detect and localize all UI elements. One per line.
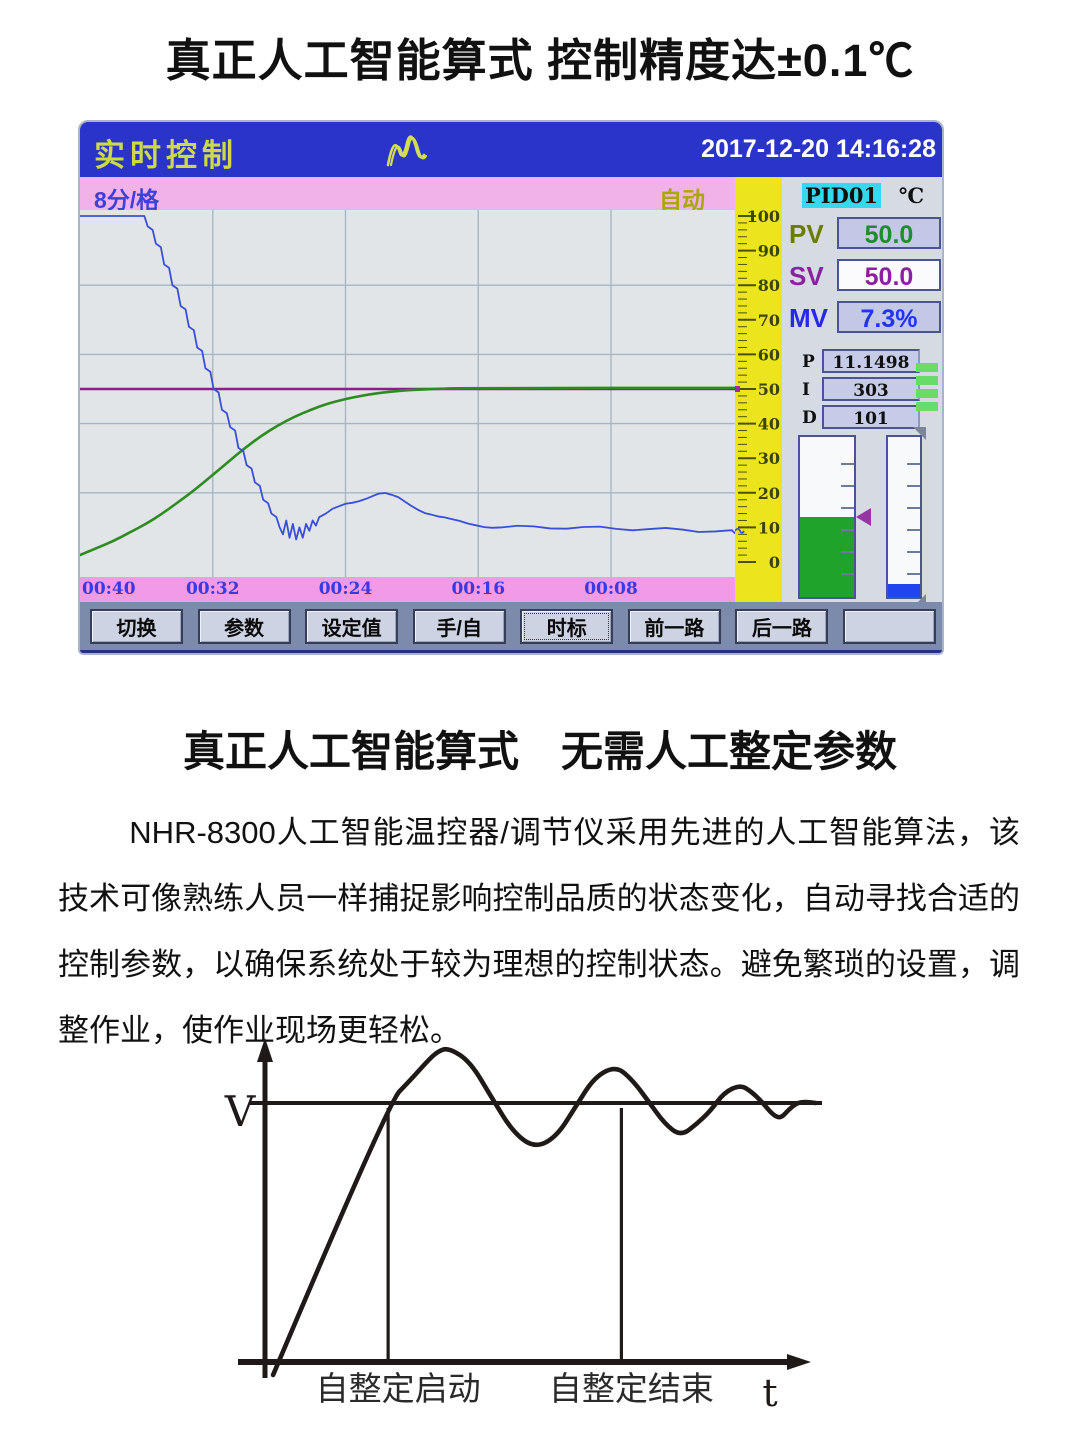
time-axis: 00:40 00:32 00:24 00:16 00:08 bbox=[80, 577, 735, 602]
trend-chart bbox=[80, 210, 735, 577]
svg-text:70: 70 bbox=[758, 311, 780, 330]
bargraph-ticks bbox=[907, 443, 920, 591]
description-paragraph: NHR-8300人工智能温控器/调节仪采用先进的人工智能算法，该技术可像熟练人员… bbox=[58, 815, 1020, 1049]
mv-row: MV 7.3% bbox=[782, 301, 942, 335]
page-title: 真正人工智能算式 控制精度达±0.1℃ bbox=[165, 35, 915, 86]
autotune-annotation-label: 自整定结束 bbox=[549, 1370, 714, 1407]
softkey-设定值[interactable]: 设定值 bbox=[305, 608, 399, 644]
i-label: I bbox=[802, 380, 810, 400]
svg-text:60: 60 bbox=[758, 345, 780, 364]
output-bar-segment bbox=[916, 363, 938, 372]
mode-label: 自动 bbox=[659, 187, 705, 213]
sv-pointer-icon bbox=[856, 508, 871, 526]
sv-label: SV bbox=[789, 261, 824, 291]
autotune-diagram: 自整定启动 自整定结束 Vt bbox=[224, 1038, 822, 1415]
softkey-切换[interactable]: 切换 bbox=[90, 608, 183, 644]
time-tick-label: 00:32 bbox=[185, 579, 240, 599]
screen-title: 实时控制 bbox=[94, 138, 238, 173]
bargraph-ticks bbox=[841, 443, 854, 591]
time-tick-label: 00:08 bbox=[584, 579, 638, 599]
d-value: 101 bbox=[822, 405, 920, 429]
pv-label: PV bbox=[789, 219, 824, 249]
softkey-后一路[interactable]: 后一路 bbox=[735, 608, 829, 644]
softkey-参数[interactable]: 参数 bbox=[197, 608, 291, 644]
mv-value: 7.3% bbox=[837, 301, 941, 333]
autotune-annotation-label: 自整定启动 bbox=[316, 1370, 481, 1407]
x-axis-label: t bbox=[762, 1371, 777, 1415]
output-bar-segment bbox=[916, 376, 938, 385]
mv-bargraph bbox=[886, 427, 926, 607]
softkey-blank[interactable] bbox=[842, 608, 936, 644]
brand-wave-logo-icon bbox=[386, 135, 428, 167]
pv-bargraph bbox=[798, 435, 871, 599]
p-value: 11.1498 bbox=[822, 349, 920, 373]
time-tick-label: 00:40 bbox=[82, 579, 136, 599]
channel-row: PID01 ℃ bbox=[782, 183, 942, 209]
pv-row: PV 50.0 bbox=[782, 217, 942, 251]
p-param-row: P 11.1498 bbox=[802, 349, 926, 375]
trend-info-bar: 8分/格 自动 bbox=[80, 177, 735, 213]
section-title: 真正人工智能算式 无需人工整定参数 bbox=[182, 728, 897, 775]
svg-text:10: 10 bbox=[758, 518, 780, 537]
output-level-bars bbox=[916, 363, 940, 415]
softkey-前一路[interactable]: 前一路 bbox=[627, 608, 721, 644]
datetime: 2017-12-20 14:16:28 bbox=[701, 135, 936, 163]
mv-label: MV bbox=[789, 303, 828, 333]
time-per-div-label: 8分/格 bbox=[94, 187, 160, 213]
svg-text:90: 90 bbox=[758, 242, 780, 261]
time-tick-label: 00:24 bbox=[318, 579, 373, 599]
svg-text:30: 30 bbox=[758, 449, 780, 468]
output-bar-segment bbox=[916, 389, 938, 398]
controller-screenshot: 实时控制 2017-12-20 14:16:28 8分/格 自动 00:40 00… bbox=[78, 120, 944, 655]
pv-value: 50.0 bbox=[837, 217, 941, 249]
time-tick-label: 00:16 bbox=[451, 579, 506, 599]
i-param-row: I 303 bbox=[802, 377, 926, 403]
d-label: D bbox=[802, 408, 817, 428]
channel-label: PID01 bbox=[802, 183, 882, 208]
svg-text:80: 80 bbox=[758, 276, 780, 295]
output-bar-segment bbox=[916, 402, 938, 411]
svg-text:40: 40 bbox=[758, 415, 780, 434]
sv-value: 50.0 bbox=[837, 259, 941, 291]
svg-text:100: 100 bbox=[747, 207, 780, 226]
softkey-bar: 切换 参数 设定值 手/自 时标 前一路 后一路 bbox=[80, 602, 942, 650]
bottom-strip bbox=[80, 650, 942, 653]
p-label: P bbox=[802, 352, 815, 372]
readout-panel: PID01 ℃ PV 50.0 SV 50.0 MV 7.3% P 11.149… bbox=[782, 177, 942, 607]
svg-text:20: 20 bbox=[758, 484, 780, 503]
limit-pointer-top-icon bbox=[913, 427, 926, 440]
svg-text:50: 50 bbox=[758, 380, 780, 399]
i-value: 303 bbox=[822, 377, 920, 401]
y-axis-label: V bbox=[224, 1087, 256, 1136]
softkey-时标[interactable]: 时标 bbox=[520, 608, 614, 644]
device-header: 实时控制 2017-12-20 14:16:28 bbox=[80, 122, 942, 177]
softkey-手/自[interactable]: 手/自 bbox=[412, 608, 506, 644]
svg-text:0: 0 bbox=[769, 553, 780, 572]
sv-row: SV 50.0 bbox=[782, 259, 942, 293]
d-param-row: D 101 bbox=[802, 405, 926, 431]
unit-label: ℃ bbox=[898, 183, 924, 208]
